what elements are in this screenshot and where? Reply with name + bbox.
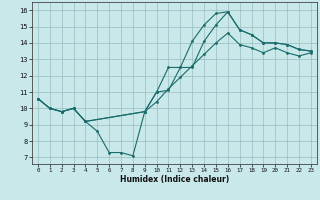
X-axis label: Humidex (Indice chaleur): Humidex (Indice chaleur) [120, 175, 229, 184]
